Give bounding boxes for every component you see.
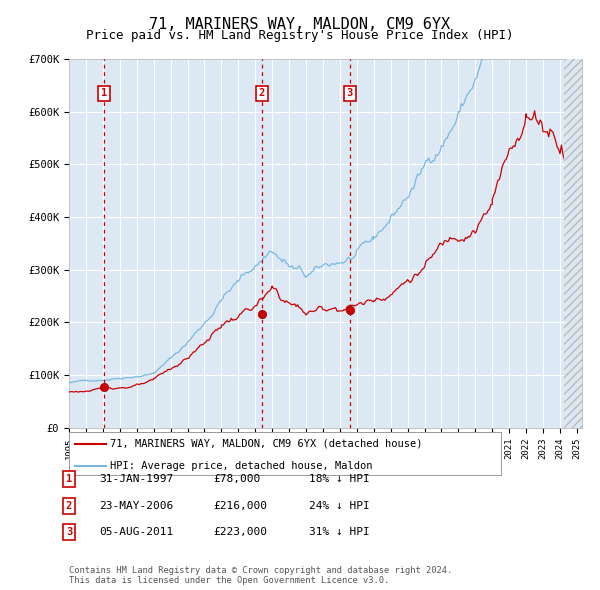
Text: 23-MAY-2006: 23-MAY-2006 [99, 501, 173, 510]
Text: 18% ↓ HPI: 18% ↓ HPI [309, 474, 370, 484]
Text: 1: 1 [101, 88, 107, 99]
Text: 31% ↓ HPI: 31% ↓ HPI [309, 527, 370, 537]
Text: 2: 2 [66, 501, 72, 510]
Text: 24% ↓ HPI: 24% ↓ HPI [309, 501, 370, 510]
Text: Contains HM Land Registry data © Crown copyright and database right 2024.
This d: Contains HM Land Registry data © Crown c… [69, 566, 452, 585]
Text: 3: 3 [66, 527, 72, 537]
Text: 3: 3 [347, 88, 353, 99]
Text: £216,000: £216,000 [213, 501, 267, 510]
Text: HPI: Average price, detached house, Maldon: HPI: Average price, detached house, Mald… [110, 461, 373, 471]
Text: 71, MARINERS WAY, MALDON, CM9 6YX: 71, MARINERS WAY, MALDON, CM9 6YX [149, 17, 451, 31]
Bar [564, 59, 590, 428]
Text: £78,000: £78,000 [213, 474, 260, 484]
Text: 1: 1 [66, 474, 72, 484]
Text: Price paid vs. HM Land Registry's House Price Index (HPI): Price paid vs. HM Land Registry's House … [86, 30, 514, 42]
Text: 2: 2 [259, 88, 265, 99]
Text: 71, MARINERS WAY, MALDON, CM9 6YX (detached house): 71, MARINERS WAY, MALDON, CM9 6YX (detac… [110, 439, 422, 449]
Text: 31-JAN-1997: 31-JAN-1997 [99, 474, 173, 484]
Text: £223,000: £223,000 [213, 527, 267, 537]
Text: 05-AUG-2011: 05-AUG-2011 [99, 527, 173, 537]
